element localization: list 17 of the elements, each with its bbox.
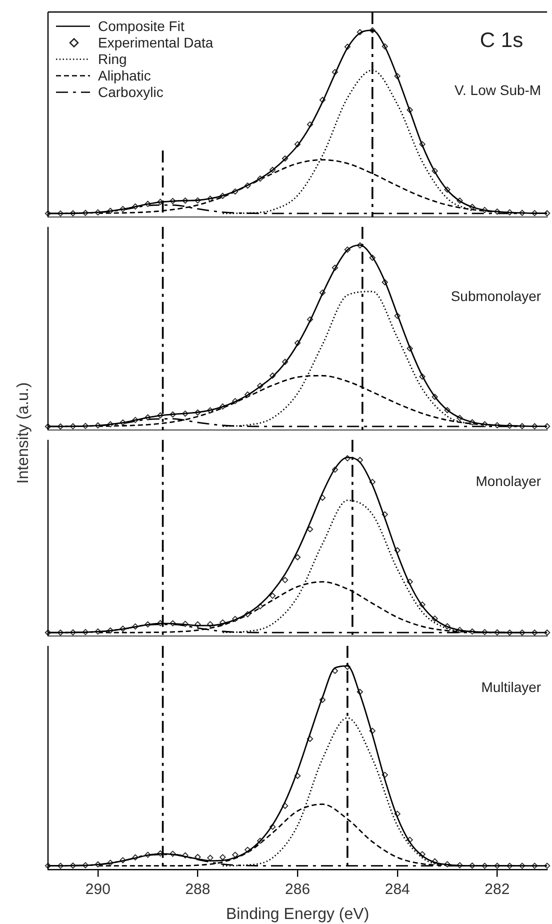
y-axis-title: Intensity (a.u.) (15, 382, 33, 484)
x-tick-label: 286 (285, 880, 310, 898)
legend-label: Ring (98, 51, 127, 68)
x-tick-label: 290 (85, 880, 110, 898)
annotation: Multilayer (481, 678, 542, 695)
legend-label: Aliphatic (98, 68, 151, 84)
x-tick-label: 282 (484, 880, 510, 898)
x-tick-label: 288 (185, 880, 210, 898)
legend-label: Carboxylic (98, 84, 164, 100)
x-axis-title: Binding Energy (eV) (226, 906, 370, 923)
annotation: V. Low Sub-M (454, 82, 542, 98)
x-tick-label: 284 (384, 880, 410, 898)
legend-label: Experimental Data (98, 34, 214, 51)
legend-label: Composite Fit (98, 18, 184, 34)
chart-title: C 1s (480, 29, 524, 52)
annotation: Submonolayer (450, 288, 542, 304)
annotation: Monolayer (476, 472, 542, 489)
